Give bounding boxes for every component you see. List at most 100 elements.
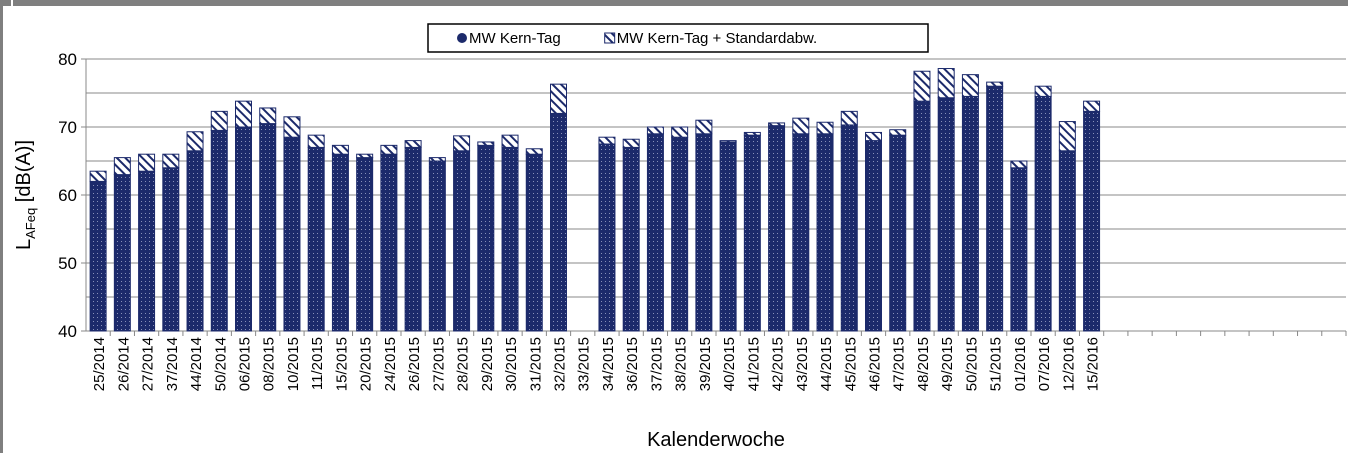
bar-segment	[671, 136, 689, 332]
bar-segment	[598, 136, 616, 145]
bar-segment	[331, 144, 349, 155]
bar-segment	[646, 133, 664, 332]
bar-segment	[865, 140, 882, 332]
bar-segment	[138, 153, 156, 172]
x-tick-label: 30/2015	[503, 337, 520, 391]
bar-segment	[646, 126, 664, 135]
x-tick-label: 44/2015	[818, 337, 835, 391]
bar-segment	[1083, 100, 1101, 112]
bar-segment	[961, 74, 979, 97]
x-tick-label: 11/2015	[309, 337, 326, 390]
legend-label: MW Kern-Tag	[469, 30, 561, 47]
x-tick-label: 28/2015	[455, 337, 472, 391]
bar-segment	[477, 144, 495, 332]
x-tick-label: 45/2015	[842, 337, 859, 391]
bar-segment	[1034, 95, 1052, 332]
bar-segment	[768, 125, 786, 332]
x-tick-label: 42/2015	[770, 337, 787, 391]
bar-segment	[719, 140, 737, 143]
x-tick-label: 34/2015	[600, 337, 617, 391]
bar-segment	[550, 83, 567, 114]
x-tick-label: 07/2016	[1036, 337, 1053, 391]
bar-segment	[428, 160, 446, 332]
x-tick-label: 26/2014	[115, 337, 132, 391]
x-tick-label: 15/2015	[333, 337, 350, 391]
bar-segment	[307, 134, 325, 148]
bar-segment	[186, 150, 204, 332]
x-tick-label: 49/2015	[939, 337, 956, 391]
left-frame	[0, 0, 3, 453]
y-tick-label: 60	[58, 186, 77, 205]
bar-segment	[598, 143, 616, 332]
bar-segment	[428, 157, 446, 162]
legend: MW Kern-Tag MW Kern-Tag + Standardabw.	[427, 23, 929, 53]
y-tick-label: 80	[58, 50, 77, 69]
x-tick-label: 46/2015	[867, 337, 884, 391]
x-tick-label: 32/2015	[552, 337, 569, 391]
bar-segment	[816, 133, 834, 332]
x-tick-label: 26/2015	[406, 337, 423, 391]
x-tick-label: 36/2015	[624, 337, 641, 391]
bar-segment	[1058, 121, 1076, 152]
x-tick-label: 15/2016	[1085, 337, 1102, 391]
x-tick-label: 50/2015	[963, 337, 980, 391]
y-tick-label: 40	[58, 322, 77, 341]
bar-segment	[986, 85, 1004, 332]
bar-segment	[743, 131, 761, 136]
x-tick-label: 33/2015	[576, 337, 593, 391]
x-tick-label: 50/2014	[212, 337, 229, 391]
legend-label: MW Kern-Tag + Standardabw.	[617, 30, 818, 47]
legend-box	[427, 23, 929, 53]
bar-segment	[501, 146, 519, 332]
bar-segment	[453, 135, 471, 152]
y-tick-label: 70	[58, 118, 77, 137]
legend-swatch	[457, 33, 467, 43]
bar-segment	[1058, 150, 1076, 332]
bar-segment	[1010, 167, 1028, 332]
x-tick-label: 25/2014	[91, 337, 108, 391]
x-tick-label: 41/2015	[745, 337, 762, 391]
x-tick-label: 27/2014	[140, 337, 157, 391]
bar-segment	[792, 117, 810, 135]
bar-segment	[283, 116, 301, 138]
x-tick-label: 10/2015	[285, 337, 302, 391]
bar-segment	[162, 153, 180, 169]
x-tick-label: 44/2014	[188, 337, 205, 391]
bar-segment	[865, 131, 882, 142]
bar-segment	[768, 122, 786, 127]
bar-segment	[1034, 85, 1052, 97]
bar-segment	[695, 133, 713, 332]
bar-segment	[89, 180, 107, 332]
bar-segment	[89, 170, 107, 182]
x-tick-label: 01/2016	[1012, 337, 1029, 391]
x-tick-label: 37/2014	[164, 337, 181, 391]
bar-segment	[356, 153, 374, 159]
x-tick-label: 29/2015	[479, 337, 496, 391]
bar-segment	[113, 157, 131, 176]
bar-segment	[986, 81, 1004, 87]
x-tick-label: 43/2015	[794, 337, 811, 391]
bar-segment	[162, 167, 180, 332]
bar-segment	[477, 141, 495, 146]
bar-segment	[695, 119, 713, 135]
bar-segment	[525, 153, 543, 332]
x-tick-label: 47/2015	[891, 337, 908, 391]
bar-segment	[743, 134, 761, 332]
x-tick-label: 20/2015	[358, 337, 375, 391]
bar-segment	[453, 150, 471, 332]
bar-segment	[1010, 160, 1028, 169]
x-tick-label: 27/2015	[430, 337, 447, 391]
bar-segment	[259, 107, 277, 125]
bar-segment	[501, 134, 519, 148]
bar-segment	[961, 95, 979, 332]
bar-segment	[816, 121, 834, 135]
bar-segment	[356, 157, 374, 332]
x-tick-label: 48/2015	[915, 337, 932, 391]
x-tick-label: 08/2015	[261, 337, 278, 391]
top-frame	[0, 0, 1348, 6]
bar-segment	[622, 146, 640, 332]
bar-segment	[235, 126, 252, 332]
x-tick-label: 12/2016	[1060, 337, 1077, 391]
bar-segment	[889, 129, 907, 136]
